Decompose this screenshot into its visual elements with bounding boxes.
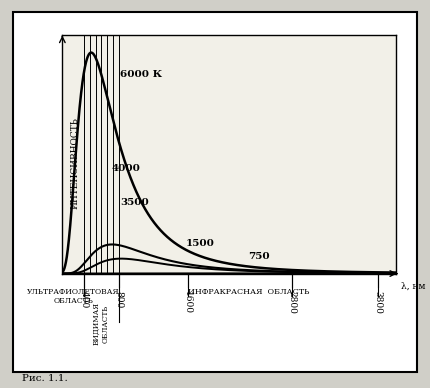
Text: 1500: 1500 [186, 239, 215, 248]
Text: 800: 800 [114, 291, 123, 308]
FancyBboxPatch shape [13, 12, 417, 372]
Text: ВИДИМАЯ
ОБЛАСТЬ: ВИДИМАЯ ОБЛАСТЬ [93, 302, 110, 345]
Text: 4000: 4000 [112, 164, 141, 173]
Text: Рис. 1.1.: Рис. 1.1. [22, 374, 67, 383]
Text: 3800: 3800 [374, 291, 383, 314]
Text: 1600: 1600 [183, 291, 192, 314]
Text: 750: 750 [249, 252, 270, 261]
Text: ИНФРАКРАСНАЯ  ОБЛАСТЬ: ИНФРАКРАСНАЯ ОБЛАСТЬ [188, 288, 309, 296]
Text: ИНТЕНСИВНОСТЬ: ИНТЕНСИВНОСТЬ [70, 117, 79, 209]
Text: 3500: 3500 [120, 198, 149, 207]
Text: 2800: 2800 [287, 291, 296, 314]
Text: 6000 К: 6000 К [120, 70, 163, 79]
Text: УЛЬТРАФИОЛЕТОВАЯ
ОБЛАСТЬ: УЛЬТРАФИОЛЕТОВАЯ ОБЛАСТЬ [27, 288, 120, 305]
Text: λ, нм: λ, нм [401, 281, 425, 290]
Text: 400: 400 [80, 291, 89, 308]
